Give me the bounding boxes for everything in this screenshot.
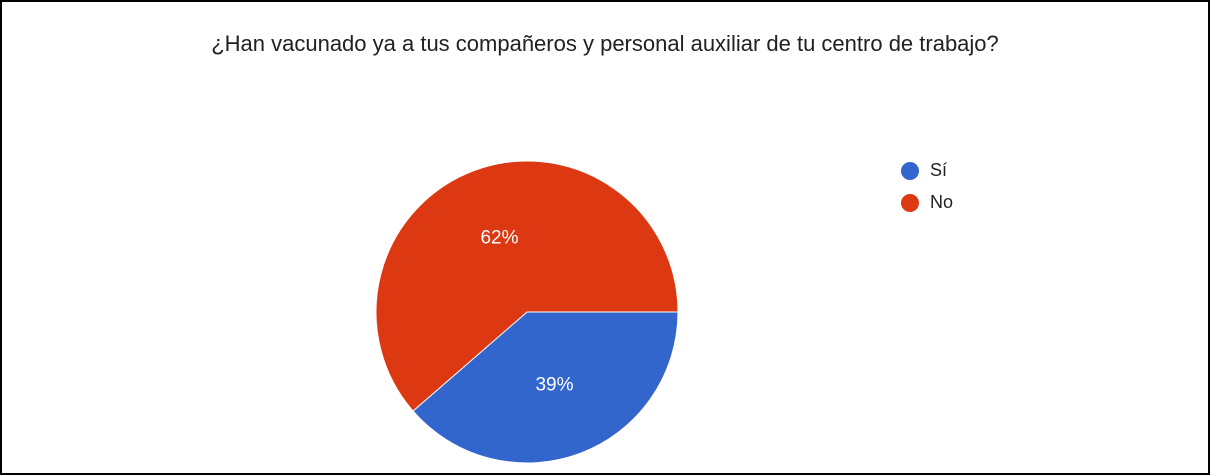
legend-label: Sí xyxy=(930,160,947,180)
slice-label: 62% xyxy=(480,227,518,248)
slice-label: 39% xyxy=(535,375,573,396)
legend-label: No xyxy=(930,192,953,212)
legend-marker xyxy=(901,162,919,180)
legend-marker xyxy=(901,194,919,212)
chart-title: ¿Han vacunado ya a tus compañeros y pers… xyxy=(211,31,999,56)
pie-slice xyxy=(375,160,679,412)
pie-slice xyxy=(412,311,679,464)
